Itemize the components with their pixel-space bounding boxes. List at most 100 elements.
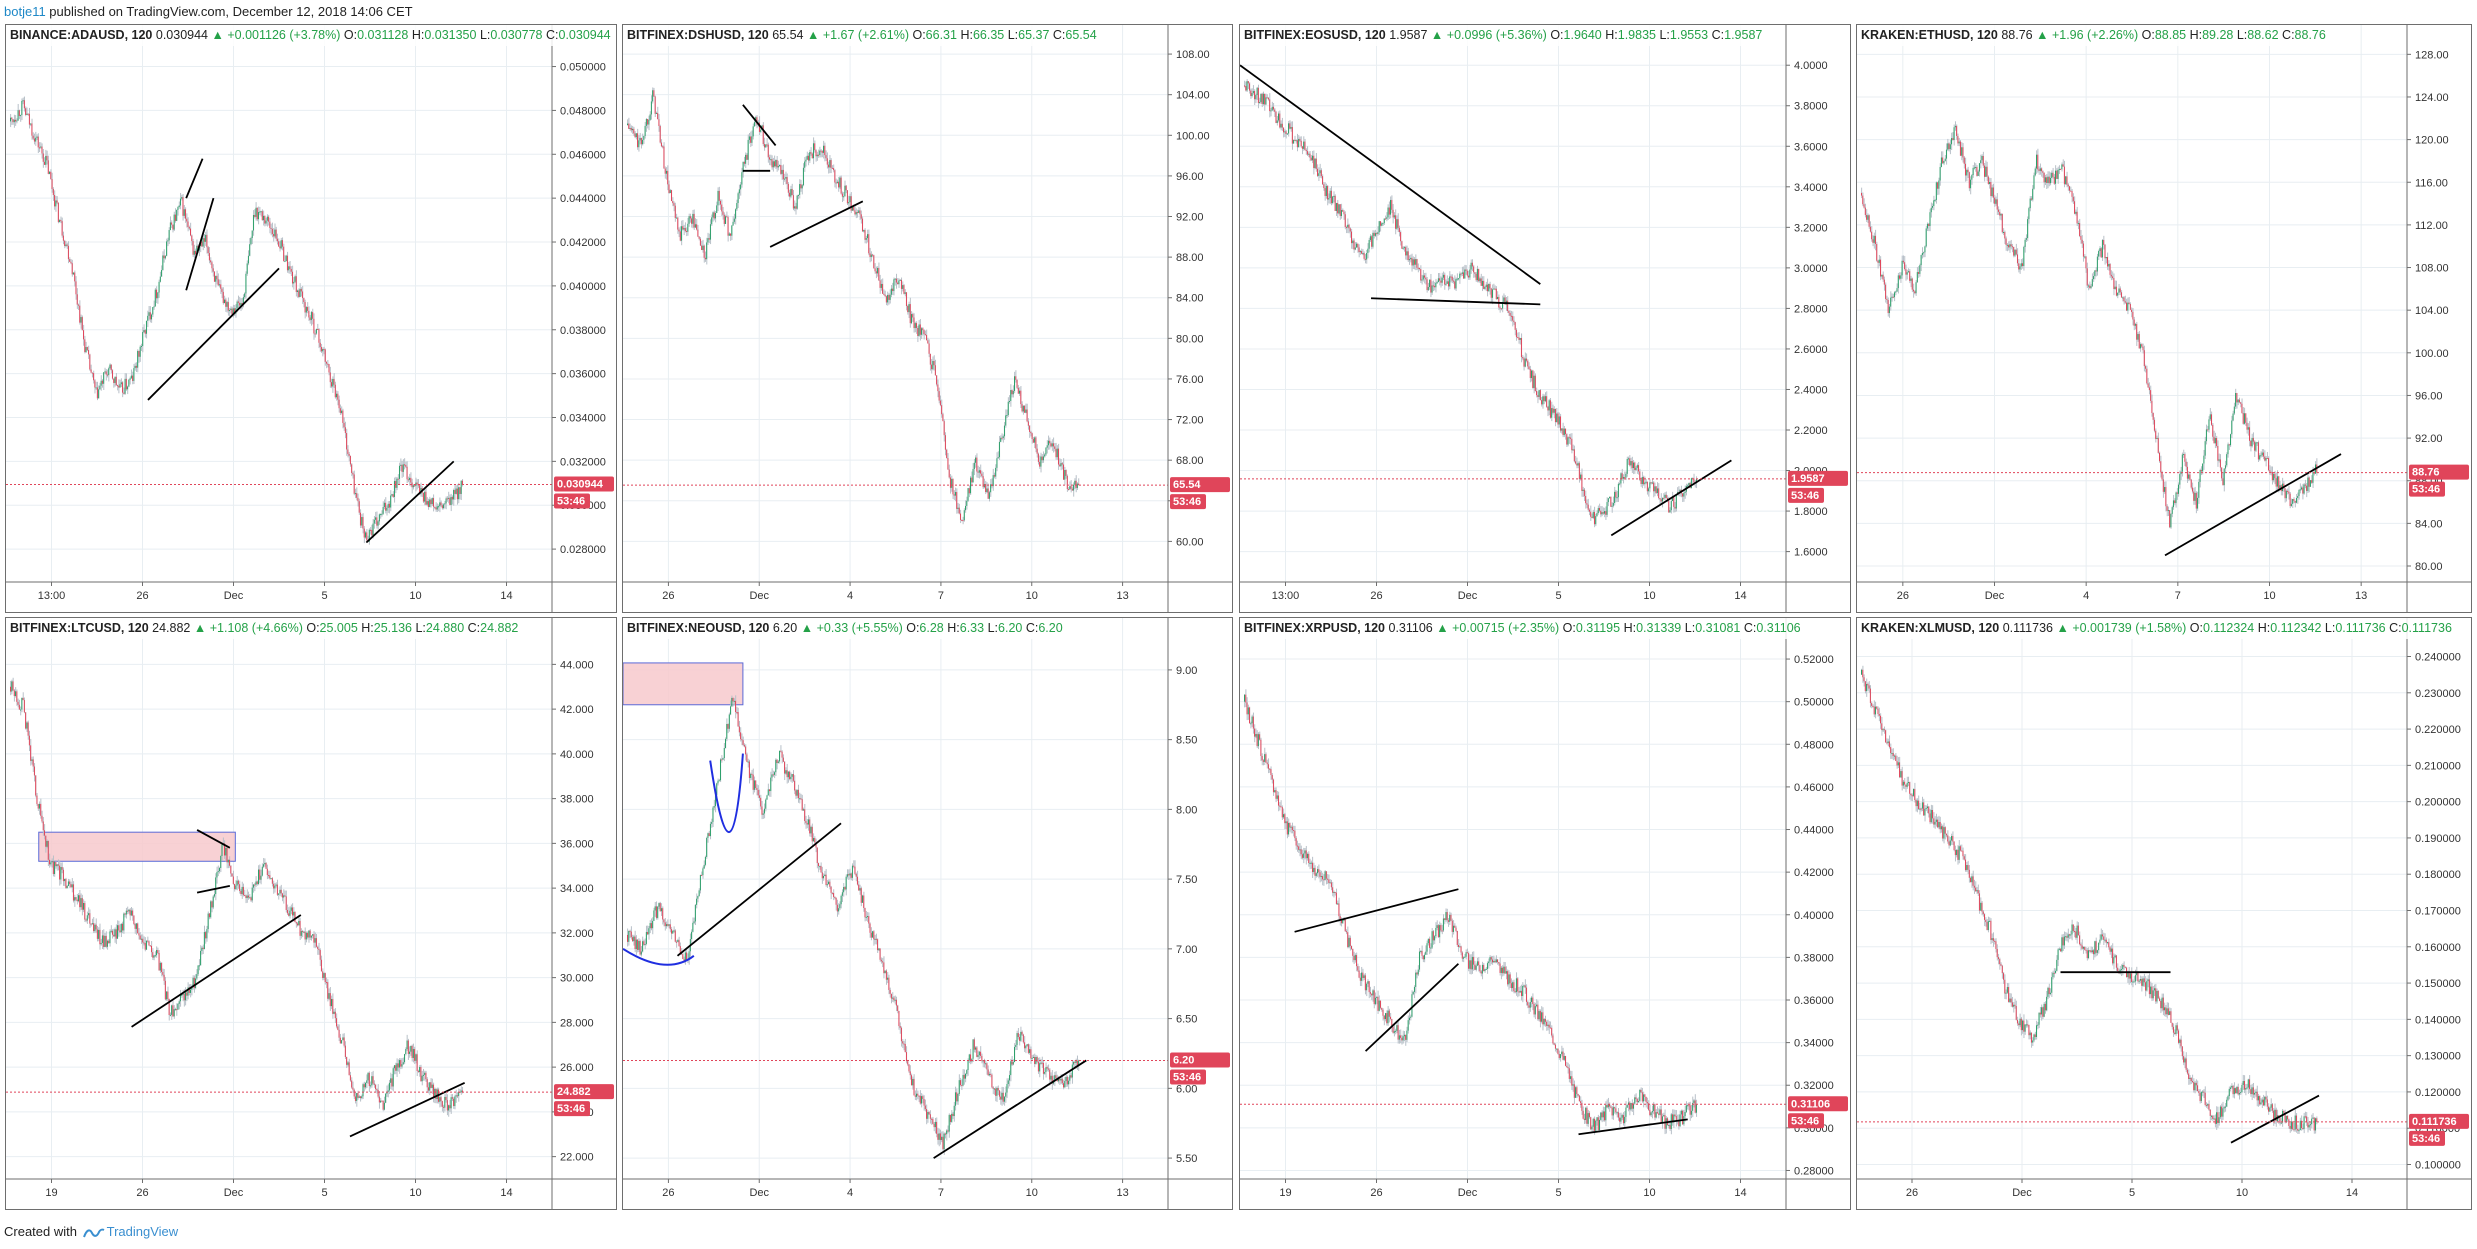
chart-panel[interactable]: BINANCE:ADAUSD, 120 0.030944 ▲ +0.001126… (5, 24, 617, 613)
trend-line (196, 829, 231, 849)
x-tick-label: 26 (1370, 590, 1382, 602)
candle-down (168, 999, 170, 1016)
chart-panel[interactable]: BITFINEX:DSHUSD, 120 65.54 ▲ +1.67 (+2.6… (622, 24, 1233, 613)
candle-down (115, 929, 117, 939)
candle-up (450, 1097, 452, 1109)
candle-up (1377, 232, 1379, 234)
candle-down (1586, 503, 1588, 505)
candle-up (1010, 390, 1012, 401)
candle-up (1251, 93, 1253, 97)
y-tick-label: 100.00 (1176, 130, 1210, 142)
candle-down (1602, 512, 1604, 514)
candle-up (965, 505, 967, 511)
candle-up (2170, 513, 2172, 528)
candle-up (962, 1074, 964, 1086)
candle-down (691, 218, 693, 224)
candle-down (1877, 260, 1879, 263)
candle-down (758, 122, 760, 132)
candle-down (1310, 157, 1312, 161)
candle-up (878, 948, 880, 951)
candle-up (1654, 486, 1656, 492)
candle-down (307, 932, 309, 938)
candle-down (325, 361, 327, 364)
candle-up (742, 161, 744, 173)
candle-down (1358, 247, 1360, 253)
candle-up (1040, 1062, 1042, 1064)
candle-down (1298, 846, 1300, 850)
candle-up (220, 855, 222, 868)
candle-up (1333, 195, 1335, 197)
candle-down (1416, 259, 1418, 268)
candle-up (649, 114, 651, 120)
symbol-name: KRAKEN:ETHUSD, 120 (1861, 28, 1998, 42)
candle-down (1864, 207, 1866, 216)
candle-up (117, 925, 119, 939)
chart-panel[interactable]: BITFINEX:LTCUSD, 120 24.882 ▲ +1.108 (+4… (5, 617, 617, 1210)
candle-down (1468, 275, 1470, 278)
high-value: 6.33 (959, 621, 985, 635)
candle-down (1588, 509, 1590, 512)
candle-up (921, 328, 923, 335)
candle-down (1245, 694, 1247, 703)
y-tick-label: 0.042000 (560, 237, 606, 249)
candle-down (1275, 111, 1277, 123)
chart-panel[interactable]: BITFINEX:NEOUSD, 120 6.20 ▲ +0.33 (+5.55… (622, 617, 1233, 1210)
candle-up (1073, 484, 1075, 491)
chart-panel[interactable]: BITFINEX:XRPUSD, 120 0.31106 ▲ +0.00715 … (1239, 617, 1851, 1210)
candle-down (1269, 99, 1271, 112)
chart-panel[interactable]: BITFINEX:EOSUSD, 120 1.9587 ▲ +0.0996 (+… (1239, 24, 1851, 613)
candle-down (1039, 461, 1041, 467)
candle-up (249, 244, 251, 256)
candle-up (694, 904, 696, 922)
candle-down (784, 761, 786, 774)
candle-down (1055, 448, 1057, 458)
candle-down (451, 1097, 453, 1099)
candle-down (1398, 227, 1400, 233)
y-tick-label: 44.000 (560, 659, 594, 671)
candle-down (1640, 479, 1642, 485)
candle-down (1311, 862, 1313, 872)
candle-up (148, 312, 150, 316)
candle-up (2087, 285, 2089, 287)
high-label: H: (1623, 621, 1637, 635)
candle-up (978, 1051, 980, 1056)
candle-down (64, 240, 66, 246)
candle-down (780, 165, 782, 174)
candle-down (1523, 358, 1525, 367)
author-link[interactable]: botje11 (4, 4, 46, 19)
candle-down (318, 329, 320, 343)
candle-down (286, 255, 288, 271)
candle-up (866, 916, 868, 918)
candle-down (885, 296, 887, 303)
candle-down (2131, 309, 2133, 312)
candle-down (320, 347, 322, 352)
candle-down (376, 1089, 378, 1091)
candle-down (854, 210, 856, 215)
candle-up (1542, 396, 1544, 405)
candle-down (346, 433, 348, 450)
candle-up (156, 950, 158, 956)
candle-up (2285, 490, 2287, 499)
candle-up (263, 864, 265, 867)
candle-down (630, 931, 632, 938)
candle-up (140, 346, 142, 348)
chart-panel[interactable]: KRAKEN:ETHUSD, 120 88.76 ▲ +1.96 (+2.26%… (1856, 24, 2472, 613)
candle-down (629, 930, 631, 932)
candle-down (132, 375, 134, 381)
candle-down (407, 479, 409, 481)
candle-up (426, 501, 428, 505)
candle-up (16, 120, 18, 122)
open-value: 1.9640 (1563, 28, 1602, 42)
candle-down (928, 343, 930, 354)
candle-up (88, 913, 90, 916)
candle-up (2273, 473, 2275, 481)
candle-up (2218, 459, 2220, 461)
candle-up (2265, 457, 2267, 461)
candle-down (416, 482, 418, 485)
candle-up (840, 895, 842, 905)
candle-down (1344, 214, 1346, 228)
candle-up (362, 1084, 364, 1097)
candle-up (648, 119, 650, 125)
candle-up (20, 709, 22, 711)
candle-down (1999, 211, 2001, 216)
